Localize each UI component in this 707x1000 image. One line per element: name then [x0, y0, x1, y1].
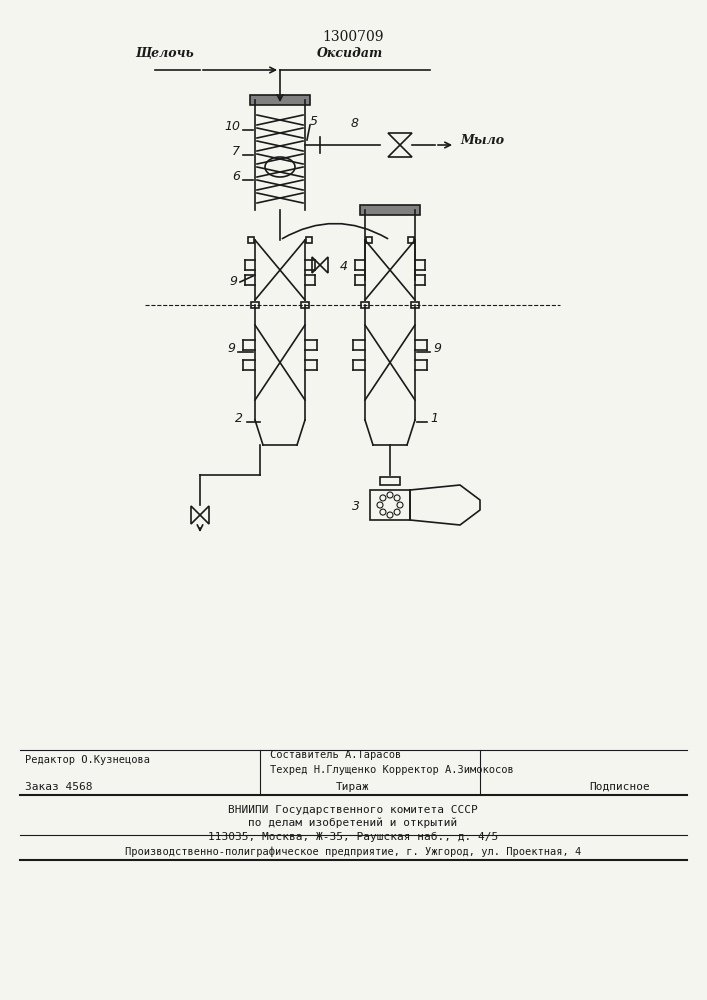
- Text: 4: 4: [340, 260, 348, 273]
- Text: 1300709: 1300709: [322, 30, 384, 44]
- Bar: [301, 302, 309, 308]
- Text: 9: 9: [433, 342, 441, 355]
- Text: Щелочь: Щелочь: [136, 47, 194, 60]
- Bar: [370, 490, 410, 520]
- Text: Техред Н.Глущенко Корректор А.Зимокосов: Техред Н.Глущенко Корректор А.Зимокосов: [270, 765, 514, 775]
- Bar: [248, 237, 254, 243]
- Text: Редактор О.Кузнецова: Редактор О.Кузнецова: [25, 755, 150, 765]
- Text: 8: 8: [351, 117, 359, 130]
- Text: Мыло: Мыло: [460, 133, 504, 146]
- Bar: [411, 302, 419, 308]
- Text: ВНИИПИ Государственного комитета СССР: ВНИИПИ Государственного комитета СССР: [228, 805, 478, 815]
- Text: 9: 9: [227, 342, 235, 355]
- Text: 3: 3: [352, 500, 360, 513]
- Text: 10: 10: [224, 120, 240, 133]
- Bar: [366, 237, 372, 243]
- Text: 2: 2: [235, 412, 243, 425]
- Text: 113035, Москва, Ж-35, Раушская наб., д. 4/5: 113035, Москва, Ж-35, Раушская наб., д. …: [208, 832, 498, 842]
- Text: Составитель А.Тарасов: Составитель А.Тарасов: [270, 750, 402, 760]
- Text: 5: 5: [310, 115, 318, 128]
- Bar: [250, 95, 310, 105]
- Text: 1: 1: [430, 412, 438, 425]
- Text: Оксидат: Оксидат: [317, 47, 383, 60]
- Text: Производственно-полиграфическое предприятие, г. Ужгород, ул. Проектная, 4: Производственно-полиграфическое предприя…: [125, 847, 581, 857]
- Bar: [306, 237, 312, 243]
- Bar: [408, 237, 414, 243]
- Bar: [251, 302, 259, 308]
- Text: по делам изобретений и открытий: по делам изобретений и открытий: [248, 818, 457, 828]
- Text: Заказ 4568: Заказ 4568: [25, 782, 93, 792]
- Text: Тираж: Тираж: [336, 782, 370, 792]
- Bar: [360, 205, 420, 215]
- Text: 6: 6: [232, 170, 240, 183]
- Bar: [380, 477, 400, 485]
- Text: 7: 7: [232, 145, 240, 158]
- Text: 9: 9: [229, 275, 237, 288]
- Bar: [361, 302, 369, 308]
- Text: Подписное: Подписное: [589, 782, 650, 792]
